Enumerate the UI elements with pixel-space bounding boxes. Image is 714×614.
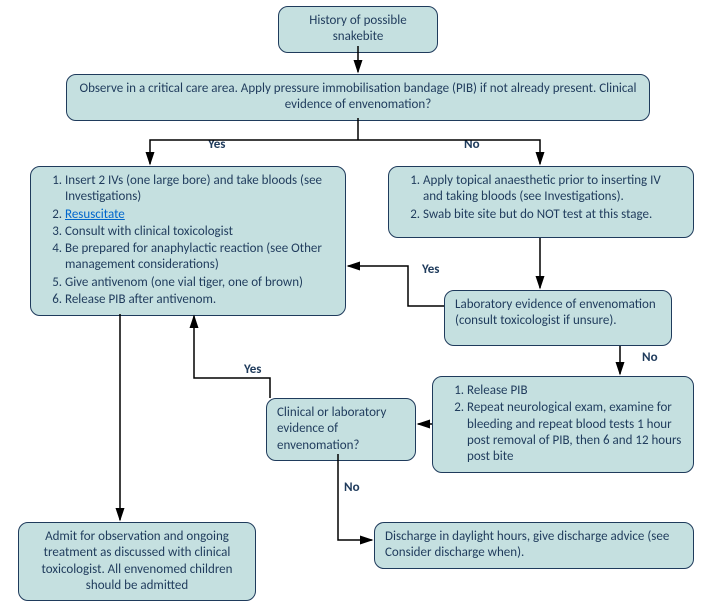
- list-item: Insert 2 IVs (one large bore) and take b…: [65, 173, 335, 206]
- list-item: Give antivenom (one vial tiger, one of b…: [65, 275, 335, 291]
- list-item: Be prepared for anaphylactic reaction (s…: [65, 241, 335, 274]
- node-lab-evidence: Laboratory evidence of envenomation(cons…: [444, 290, 672, 346]
- node-release-pib: Release PIBRepeat neurological exam, exa…: [432, 376, 694, 473]
- link-resuscitate[interactable]: Resuscitate: [65, 207, 125, 222]
- node-admit: Admit for observation and ongoing treatm…: [18, 522, 256, 601]
- list-item: Release PIB: [467, 383, 683, 399]
- edge-label-yes: Yes: [206, 137, 227, 152]
- list-item: Resuscitate: [65, 207, 335, 223]
- node-history: History of possible snakebite: [278, 6, 438, 53]
- node-clinical-or-lab: Clinical or laboratory evidence of enven…: [266, 398, 416, 461]
- list-item: Apply topical anaesthetic prior to inser…: [423, 173, 683, 206]
- edge-label-yes: Yes: [242, 362, 263, 377]
- edge-label-no: No: [640, 350, 660, 365]
- list-item: Repeat neurological exam, examine for bl…: [467, 400, 683, 465]
- node-not-envenomed-actions: Apply topical anaesthetic prior to inser…: [388, 166, 694, 238]
- edge-label-no: No: [342, 480, 362, 495]
- node-discharge: Discharge in daylight hours, give discha…: [374, 522, 694, 569]
- list-item: Release PIB after antivenom.: [65, 292, 335, 308]
- list-item: Swab bite site but do NOT test at this s…: [423, 207, 683, 223]
- edge-label-no: No: [462, 137, 482, 152]
- list-item: Consult with clinical toxicologist: [65, 224, 335, 240]
- edge-label-yes: Yes: [420, 262, 441, 277]
- node-envenomed-actions: Insert 2 IVs (one large bore) and take b…: [30, 166, 346, 316]
- node-observe: Observe in a critical care area. Apply p…: [66, 74, 650, 121]
